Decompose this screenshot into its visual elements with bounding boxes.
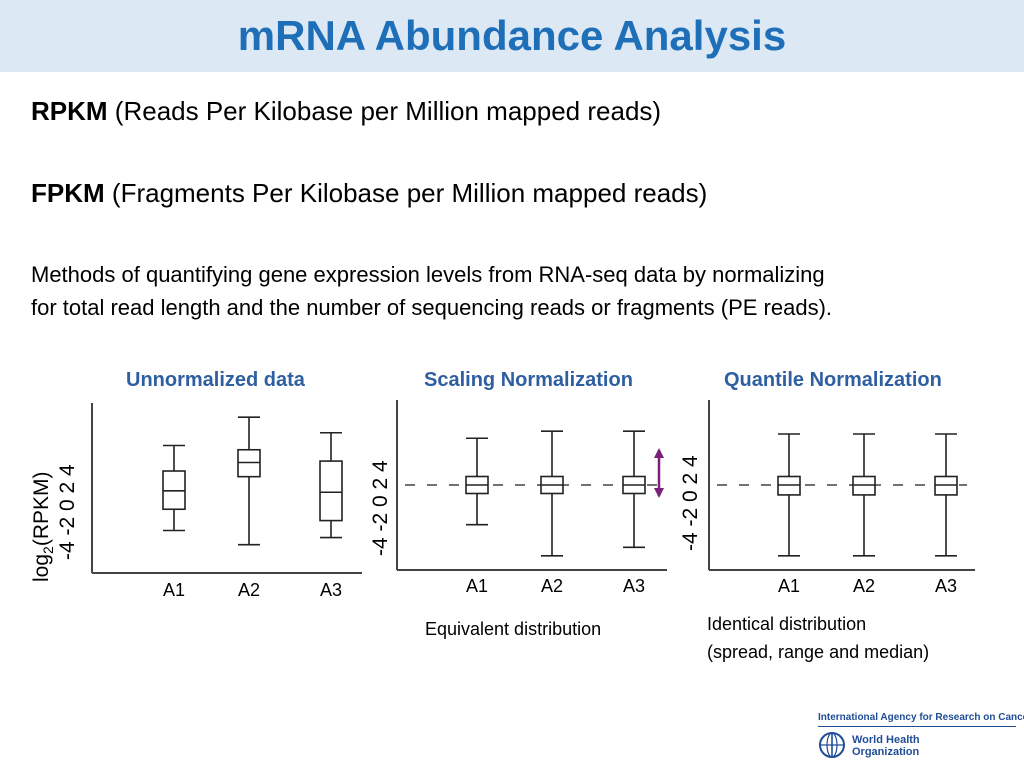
caption-quantile: Identical distribution (spread, range an… [707, 614, 930, 662]
x-tick-label-scaling-a1: A1 [466, 576, 488, 596]
plot-title-quantile: Quantile Normalization [724, 369, 942, 391]
plot-title-unnormalized: Unnormalized data [126, 369, 305, 391]
who-emblem-icon [819, 732, 845, 758]
caption-scaling: Equivalent distribution [425, 619, 602, 639]
title-bar [0, 0, 1024, 72]
x-tick-label-quantile-a1: A1 [778, 576, 800, 596]
plot-title-scaling: Scaling Normalization [424, 369, 633, 391]
x-tick-label-scaling-a2: A2 [541, 576, 563, 596]
y-axis-ticks-2: -4 -2 0 2 4 [369, 460, 392, 556]
x-tick-label-quantile-a3: A3 [935, 576, 957, 596]
definition-fpkm: FPKM (Fragments Per Kilobase per Million… [31, 178, 707, 209]
term-rpkm: RPKM [31, 96, 108, 126]
definition-rpkm: RPKM (Reads Per Kilobase per Million map… [31, 96, 661, 127]
x-tick-label-scaling-a3: A3 [623, 576, 645, 596]
expansion-rpkm: (Reads Per Kilobase per Million mapped r… [114, 96, 662, 126]
y-axis-ticks-1: -4 -2 0 2 4 [56, 464, 79, 560]
expansion-fpkm: (Fragments Per Kilobase per Million mapp… [111, 178, 708, 208]
description-line-1: Methods of quantifying gene expression l… [31, 262, 825, 287]
description: Methods of quantifying gene expression l… [31, 258, 1011, 324]
logo-divider [818, 726, 1016, 727]
slide-title: mRNA Abundance Analysis [237, 12, 787, 59]
x-tick-label-quantile-a2: A2 [853, 576, 875, 596]
iarc-logo-text: International Agency for Research on Can… [818, 712, 1024, 723]
scaling-shift-arrow-icon [654, 448, 664, 498]
x-tick-label-unnormalized-a1: A1 [163, 580, 185, 600]
description-line-2: for total read length and the number of … [31, 295, 833, 320]
x-tick-label-unnormalized-a2: A2 [238, 580, 260, 600]
who-logo-text: World Health Organization [852, 734, 920, 758]
box-unnormalized-a3 [319, 460, 343, 522]
y-axis-label-1: log2(RPKM) [30, 471, 57, 583]
term-fpkm: FPKM [31, 178, 105, 208]
x-tick-label-unnormalized-a3: A3 [320, 580, 342, 600]
y-axis-ticks-3: -4 -2 0 2 4 [679, 455, 702, 551]
